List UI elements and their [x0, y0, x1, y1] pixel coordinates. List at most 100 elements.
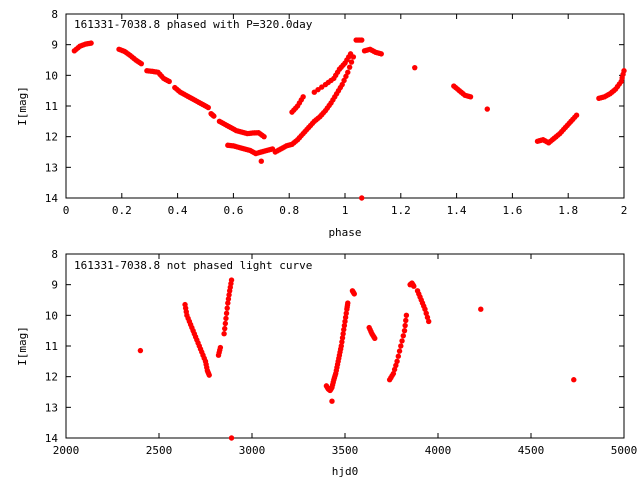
data-point: [205, 104, 211, 111]
data-point: [398, 343, 404, 349]
data-point: [339, 81, 345, 88]
y-tick-label: 12: [45, 371, 58, 384]
data-point: [403, 317, 409, 324]
x-tick-label: 0.2: [112, 204, 132, 217]
data-point: [339, 335, 346, 341]
y-tick-label: 10: [45, 309, 58, 322]
x-tick-label: 2000: [53, 444, 80, 457]
data-points: [137, 277, 577, 441]
data-point: [401, 327, 408, 334]
x-tick-label: 0: [63, 204, 70, 217]
data-point: [343, 73, 349, 80]
data-point: [571, 377, 577, 383]
x-tick-label: 1: [342, 204, 349, 217]
data-point: [217, 344, 224, 351]
data-point: [341, 326, 347, 333]
phased-light-curve-panel: 0 0.2 0.4 0.6 0.8 1 1.2 1.4 1.6 1.8 2891011121314 …: [16, 8, 627, 239]
x-tick-label: 1.6: [502, 204, 522, 217]
x-tick-label: 2: [621, 204, 628, 217]
data-point: [343, 310, 349, 316]
data-point: [226, 292, 232, 298]
data-point: [351, 291, 357, 297]
data-point: [221, 331, 227, 337]
data-point: [329, 398, 335, 404]
data-point: [222, 325, 228, 332]
data-point: [166, 78, 172, 85]
data-point: [399, 338, 405, 344]
data-point: [426, 318, 432, 325]
data-point: [339, 339, 345, 345]
y-tick-label: 10: [45, 69, 58, 82]
y-axis-label: I[mag]: [16, 326, 29, 366]
data-point: [342, 318, 348, 325]
data-point: [345, 69, 351, 75]
data-point: [347, 51, 354, 57]
data-point: [223, 315, 229, 322]
y-tick-label: 14: [45, 192, 59, 205]
data-point: [359, 195, 365, 201]
x-axis-label: hjd0: [332, 465, 359, 478]
data-point: [400, 333, 406, 339]
y-tick-label: 9: [51, 39, 58, 52]
data-point: [225, 300, 231, 306]
x-tick-label: 5000: [611, 444, 638, 457]
data-point: [348, 59, 355, 65]
data-point: [300, 94, 306, 100]
plot-frame: [65, 13, 625, 199]
data-point: [573, 112, 580, 118]
y-tick-label: 8: [51, 248, 58, 261]
data-point: [390, 370, 397, 377]
x-tick-label: 0.4: [168, 204, 188, 217]
data-point: [223, 310, 230, 316]
x-tick-label: 2500: [146, 444, 173, 457]
data-point: [378, 51, 384, 57]
chart-title: 161331-7038.8 phased with P=320.0day: [74, 18, 313, 31]
axis-ticks: 0 0.2 0.4 0.6 0.8 1 1.2 1.4 1.6 1.8 2 8 9 10 11 12 13 14: [45, 8, 628, 217]
data-point: [359, 37, 365, 43]
data-point: [341, 322, 348, 329]
data-point: [342, 314, 349, 321]
data-point: [424, 314, 431, 321]
x-tick-label: 1.4: [447, 204, 467, 217]
y-tick-label: 11: [45, 340, 58, 353]
data-point: [137, 347, 144, 354]
plot-frame: [65, 253, 625, 439]
data-point: [402, 322, 408, 329]
chart-title: 161331-7038.8 not phased light curve: [74, 259, 312, 272]
data-point: [393, 362, 399, 369]
data-point: [338, 343, 344, 349]
data-point: [411, 283, 417, 289]
data-point: [412, 64, 418, 71]
unphased-light-curve-panel: 2000 2500 3000 3500 4000 4500 5000 8 9 10 11 12 13 14…: [16, 248, 637, 478]
data-point: [422, 306, 428, 312]
data-point: [395, 353, 402, 359]
data-point: [261, 133, 267, 140]
y-tick-label: 13: [45, 401, 58, 414]
data-point: [391, 366, 398, 373]
data-point: [228, 277, 235, 283]
y-tick-label: 8: [51, 8, 58, 21]
x-axis-label: phase: [328, 226, 361, 239]
data-point: [88, 40, 94, 46]
data-point: [228, 435, 235, 441]
data-point: [345, 300, 351, 306]
data-point: [138, 60, 145, 67]
data-point: [346, 64, 353, 70]
data-point: [478, 306, 484, 312]
data-point: [225, 296, 232, 302]
x-tick-label: 3000: [239, 444, 266, 457]
x-tick-label: 1.8: [558, 204, 578, 217]
x-tick-label: 0.8: [279, 204, 299, 217]
y-tick-label: 13: [45, 161, 58, 174]
data-point: [206, 372, 212, 378]
x-tick-label: 4000: [425, 444, 452, 457]
data-point: [340, 331, 346, 337]
x-tick-label: 3500: [332, 444, 359, 457]
data-point: [211, 113, 217, 119]
data-point: [222, 320, 229, 327]
data-point: [396, 348, 403, 354]
data-point: [258, 158, 264, 164]
y-tick-label: 9: [51, 279, 58, 292]
y-tick-label: 14: [45, 432, 59, 445]
